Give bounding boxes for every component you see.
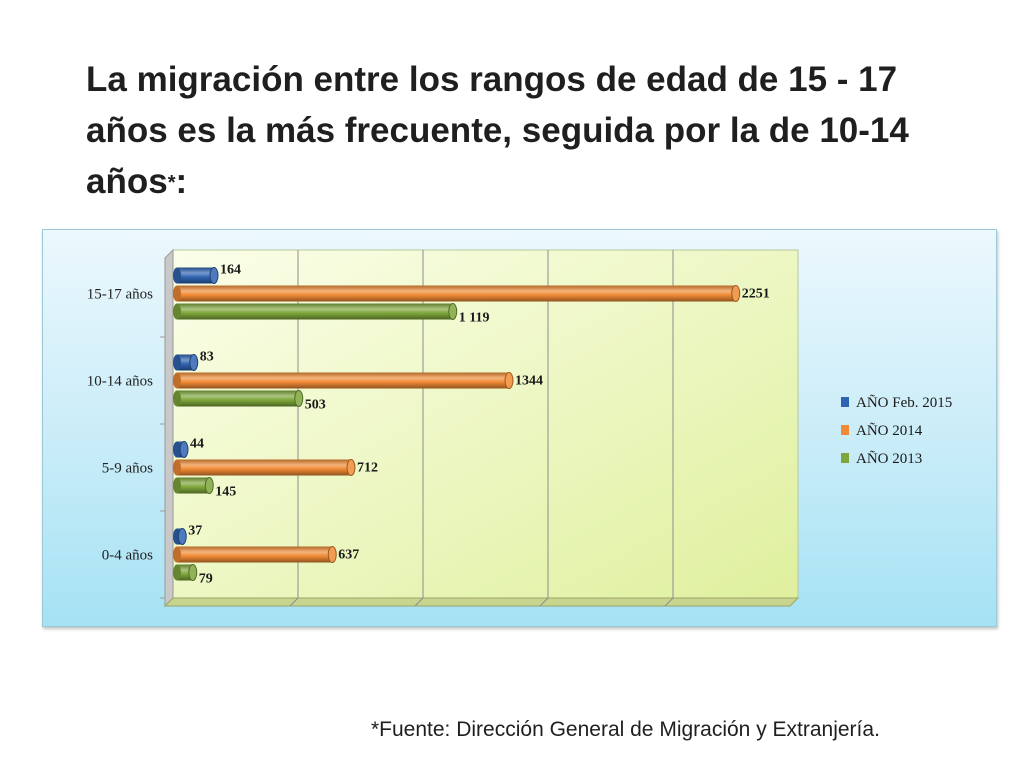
bar	[173, 303, 458, 320]
bar	[173, 372, 514, 389]
bar	[173, 354, 199, 371]
legend-label: AÑO 2014	[856, 423, 923, 439]
data-label: 79	[199, 572, 213, 587]
legend-swatch	[841, 453, 849, 463]
bar	[173, 390, 304, 407]
data-label: 1344	[515, 374, 543, 389]
bar	[173, 441, 189, 458]
bar	[173, 564, 198, 581]
legend-label: AÑO 2013	[856, 451, 922, 467]
data-labels: 164 2251 1 119 83 1344 503 44 712 145 37 637 79	[188, 263, 770, 587]
bar	[173, 546, 337, 563]
gridline-floor	[414, 597, 424, 607]
data-label: 503	[305, 398, 326, 413]
title-asterisk: *	[167, 172, 176, 194]
bar	[173, 285, 741, 302]
slide-title: La migración entre los rangos de edad de…	[86, 54, 966, 209]
data-label: 637	[338, 548, 359, 563]
legend: AÑO Feb. 2015 AÑO 2014 AÑO 2013	[841, 395, 952, 467]
chart-frame: 15-17 años 10-14 años 5-9 años 0-4 años 164…	[42, 229, 997, 627]
legend-label: AÑO Feb. 2015	[856, 395, 952, 411]
data-label: 145	[215, 485, 236, 500]
category-label: 5-9 años	[102, 461, 153, 477]
bar	[173, 477, 214, 494]
data-label: 44	[190, 437, 204, 452]
data-label: 2251	[742, 287, 770, 302]
category-label: 0-4 años	[102, 548, 153, 564]
bar	[173, 267, 219, 284]
bar	[173, 528, 187, 545]
data-label: 1 119	[459, 311, 490, 326]
slide-title-text: La migración entre los rangos de edad de…	[86, 60, 909, 201]
category-label: 15-17 años	[87, 287, 153, 303]
data-label: 83	[200, 350, 214, 365]
category-label: 10-14 años	[87, 374, 153, 390]
data-label: 164	[220, 263, 241, 278]
legend-swatch	[841, 397, 849, 407]
data-label: 712	[357, 461, 378, 476]
bar-chart: 15-17 años 10-14 años 5-9 años 0-4 años 164…	[87, 248, 952, 608]
source-note: *Fuente: Dirección General de Migración …	[371, 718, 880, 741]
gridline-floor	[289, 597, 299, 607]
legend-swatch	[841, 425, 849, 435]
bar	[173, 459, 356, 476]
category-axis: 15-17 años 10-14 años 5-9 años 0-4 años	[87, 287, 165, 599]
gridline-floor	[664, 597, 674, 607]
data-label: 37	[188, 524, 202, 539]
gridline-floor	[539, 597, 549, 607]
bars	[173, 267, 741, 581]
title-colon: :	[175, 162, 188, 201]
